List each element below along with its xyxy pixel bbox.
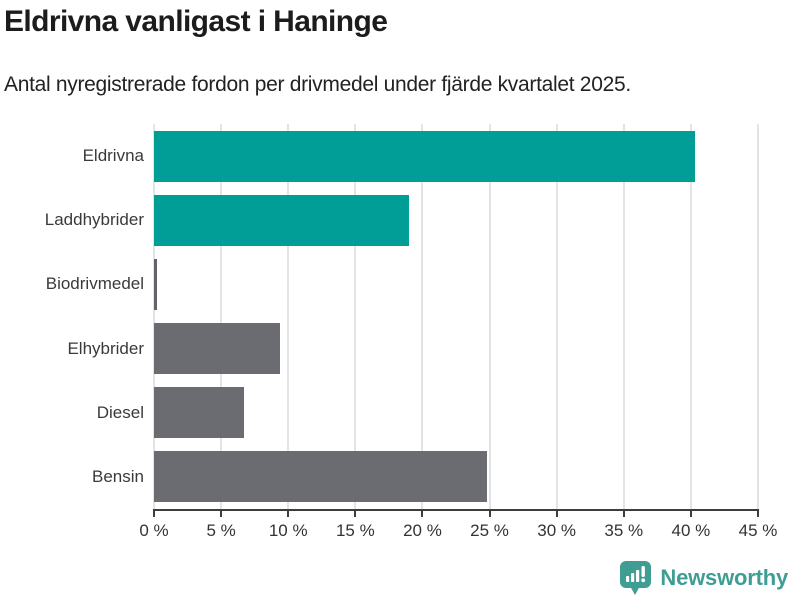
x-axis-tick xyxy=(488,511,491,517)
chart-subtitle: Antal nyregistrerade fordon per drivmede… xyxy=(4,73,631,96)
newsworthy-brand-link[interactable]: Newsworthy xyxy=(619,560,788,596)
bar-bensin xyxy=(154,451,487,503)
x-axis-line xyxy=(153,509,759,511)
newsworthy-brand-name: Newsworthy xyxy=(660,565,788,590)
x-axis-tick-label: 0 % xyxy=(139,521,169,540)
gridline xyxy=(354,124,357,509)
x-axis-tick-label: 15 % xyxy=(335,521,375,540)
x-axis-tick-label: 35 % xyxy=(604,521,644,540)
category-label-diesel: Diesel xyxy=(96,402,144,422)
bar-eldrivna xyxy=(154,130,695,182)
x-axis-tick xyxy=(354,511,357,517)
gridline xyxy=(421,124,424,509)
category-label-laddhybrider: Laddhybrider xyxy=(44,210,144,230)
newsworthy-logo-icon xyxy=(619,560,653,596)
category-label-elhybrider: Elhybrider xyxy=(67,338,144,358)
gridline xyxy=(488,124,491,509)
bar-diesel xyxy=(154,387,244,439)
gridline xyxy=(689,124,692,509)
bar-laddhybrider xyxy=(154,194,410,246)
gridline xyxy=(287,124,290,509)
x-axis-tick xyxy=(421,511,424,517)
plot-area: 0 % 5 % 10 % 15 % 20 % 25 % 30 % 35 % 40 % 45 % El… xyxy=(45,124,777,540)
x-axis-tick xyxy=(622,511,625,517)
bar-biodrivmedel xyxy=(154,258,157,310)
x-axis-tick xyxy=(757,511,759,517)
x-axis-tick-label: 45 % xyxy=(738,521,778,540)
bar-elhybrider xyxy=(154,323,281,375)
chart-title: Eldrivna vanligast i Haninge xyxy=(4,5,388,38)
x-axis-tick-label: 10 % xyxy=(268,521,308,540)
x-axis-tick-label: 20 % xyxy=(403,521,442,540)
x-axis-tick xyxy=(689,511,692,517)
category-label-eldrivna: Eldrivna xyxy=(82,146,144,166)
x-axis-tick-label: 40 % xyxy=(671,521,711,540)
gridline xyxy=(153,124,155,509)
x-axis-tick-label: 30 % xyxy=(537,521,577,540)
gridline xyxy=(220,124,223,509)
x-axis-tick xyxy=(287,511,290,517)
category-label-biodrivmedel: Biodrivmedel xyxy=(45,274,144,294)
x-axis-tick xyxy=(555,511,558,517)
gridline xyxy=(555,124,558,509)
x-axis-tick-label: 5 % xyxy=(206,521,236,540)
x-axis-tick xyxy=(220,511,223,517)
x-axis-tick-label: 25 % xyxy=(470,521,509,540)
gridline xyxy=(622,124,625,509)
category-label-bensin: Bensin xyxy=(92,466,144,486)
gridline xyxy=(757,124,759,509)
x-axis-tick xyxy=(153,511,155,517)
